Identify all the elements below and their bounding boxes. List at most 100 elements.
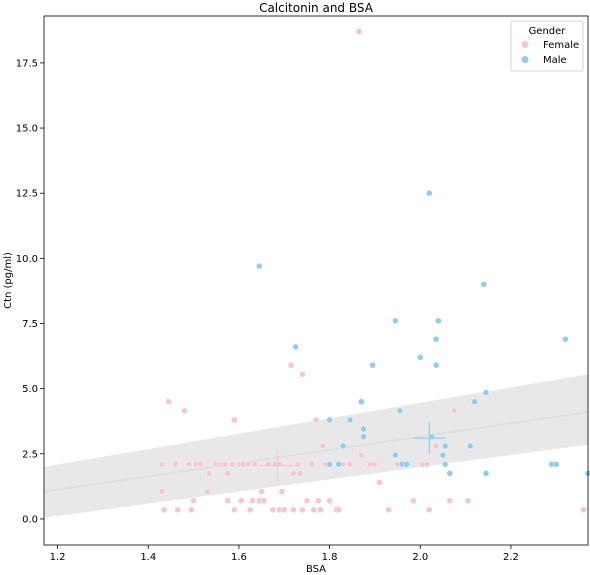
data-point-male [446, 470, 453, 477]
data-point-female [228, 460, 236, 468]
data-point-female [426, 506, 433, 514]
data-point-female [206, 470, 213, 477]
data-point-female [312, 416, 320, 424]
data-points-layer [158, 28, 590, 514]
data-point-female [172, 460, 179, 468]
data-point-male [396, 407, 404, 415]
data-point-female [451, 407, 458, 415]
data-point-female [296, 470, 304, 477]
data-point-female [335, 506, 342, 514]
data-point-male [432, 361, 440, 369]
data-point-female [165, 398, 172, 405]
data-point-female [410, 497, 417, 504]
data-point-female [251, 460, 259, 468]
data-point-male [403, 460, 410, 468]
data-point-female [190, 497, 197, 504]
group-mean-markers-layer [259, 422, 446, 482]
data-point-male [392, 451, 399, 459]
x-axis-ticks: 1.2 1.4 1.6 1.8 2.0 2.2 [50, 545, 519, 563]
data-point-male [292, 343, 299, 351]
legend-marker-female [521, 41, 529, 48]
data-point-female [290, 506, 297, 514]
data-point-female [247, 506, 254, 514]
y-tick-label: 2.5 [22, 449, 38, 460]
data-point-male [335, 460, 342, 468]
data-point-female [188, 506, 195, 514]
data-point-female [371, 460, 379, 468]
data-point-male [346, 416, 354, 424]
y-tick-label: 0.0 [22, 514, 38, 525]
data-point-female [423, 460, 431, 468]
legend-box [510, 20, 584, 72]
data-point-female [355, 28, 363, 35]
data-point-male [256, 262, 263, 270]
data-point-female [258, 488, 265, 495]
data-point-female [385, 506, 392, 514]
data-point-male [426, 189, 433, 197]
x-tick-label: 1.4 [140, 552, 156, 563]
data-point-male [360, 433, 367, 441]
legend: Gender Female Male [510, 20, 584, 72]
data-point-male [441, 460, 449, 468]
data-point-female [464, 497, 472, 504]
data-point-female [231, 506, 238, 514]
data-point-male [326, 416, 333, 424]
y-tick-label: 15.0 [16, 124, 38, 135]
confidence-band [44, 374, 588, 518]
data-point-female [181, 407, 188, 415]
data-point-female [299, 371, 306, 378]
data-point-female [315, 497, 322, 504]
data-point-male [562, 335, 569, 343]
data-point-female [281, 506, 288, 514]
data-point-female [446, 497, 453, 504]
data-point-female [317, 506, 324, 514]
data-point-female [376, 479, 383, 486]
x-tick-label: 1.6 [231, 552, 247, 563]
data-point-male [339, 442, 347, 450]
data-point-female [222, 460, 229, 468]
data-point-female [203, 488, 211, 495]
y-axis-label: Ctn (pg/ml) [3, 252, 14, 309]
data-point-female [326, 497, 333, 504]
y-tick-label: 12.5 [16, 189, 38, 200]
x-axis-label: BSA [306, 564, 326, 575]
data-point-female [580, 506, 587, 514]
legend-marker-male [521, 56, 529, 63]
plot-frame [43, 15, 589, 546]
y-tick-label: 7.5 [22, 319, 38, 330]
regression-line [43, 411, 589, 493]
data-point-female [290, 470, 297, 477]
data-point-male [326, 460, 333, 468]
data-point-female [310, 506, 317, 514]
data-point-male [471, 398, 478, 405]
data-point-female [249, 497, 256, 504]
data-point-female [224, 470, 231, 477]
data-point-female [224, 497, 231, 504]
data-point-female [294, 460, 302, 468]
data-point-male [553, 460, 560, 468]
legend-label-female: Female [543, 40, 579, 51]
data-point-female [358, 451, 365, 459]
data-point-female [158, 460, 166, 468]
data-point-male [466, 442, 474, 450]
data-point-female [278, 488, 286, 495]
data-point-male [482, 389, 490, 396]
data-point-female [265, 460, 272, 468]
data-point-male [417, 354, 424, 361]
x-tick-label: 2.2 [503, 552, 519, 563]
y-tick-label: 17.5 [16, 58, 38, 69]
data-point-female [269, 506, 277, 514]
data-point-female [174, 506, 181, 514]
data-point-female [260, 497, 268, 504]
data-point-male [441, 442, 449, 450]
data-point-female [237, 497, 245, 504]
data-point-male [482, 470, 490, 477]
data-point-male [392, 317, 399, 325]
data-point-female [231, 416, 238, 424]
data-point-female [346, 460, 354, 468]
data-point-female [185, 460, 193, 468]
data-point-female [319, 442, 327, 450]
legend-label-male: Male [543, 55, 567, 66]
x-tick-label: 1.8 [322, 552, 338, 563]
